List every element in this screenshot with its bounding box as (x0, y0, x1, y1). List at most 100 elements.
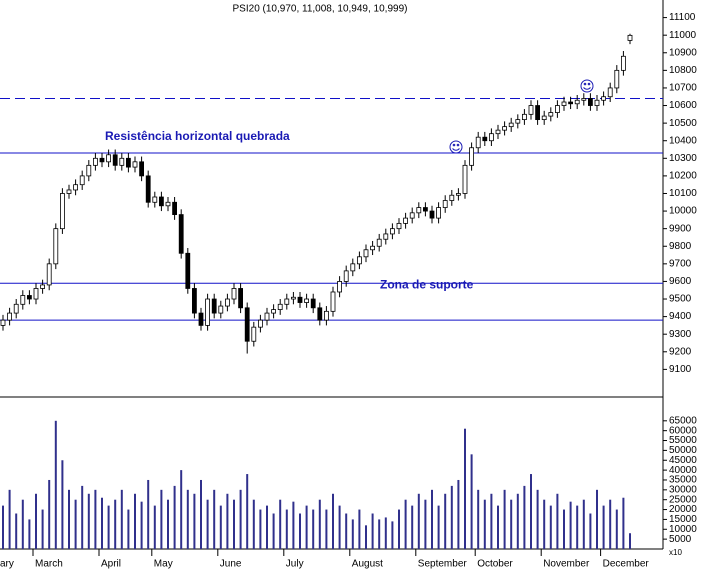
volume-bar (160, 489, 163, 549)
y-tick-label: 10000 (669, 206, 697, 217)
volume-bar (536, 489, 539, 549)
volume-bar (589, 513, 592, 549)
volume-bar (279, 499, 282, 549)
volume-bar (101, 497, 103, 549)
annotation: Resistência horizontal quebrada (105, 129, 290, 143)
y-tick-label: 11000 (669, 30, 697, 41)
candle-body (284, 298, 290, 305)
volume-bar (358, 509, 361, 549)
volume-bar (292, 501, 295, 549)
volume-bar (259, 509, 262, 549)
candle-body (409, 212, 415, 219)
volume-bar (384, 517, 387, 549)
candle-body (20, 295, 26, 305)
volume-bar (497, 505, 499, 549)
candle-body (416, 207, 422, 214)
volume-tick-label: 25000 (669, 494, 697, 505)
candle-body (205, 298, 211, 326)
volume-bar (556, 493, 559, 549)
volume-bar (378, 519, 381, 549)
x-tick-label: May (154, 559, 173, 570)
volume-bar (74, 499, 77, 549)
volume-bar (28, 519, 31, 549)
x-tick-label: June (220, 559, 242, 570)
candle-body (93, 157, 98, 166)
y-tick-label: 9500 (669, 294, 692, 305)
x-tick-label: November (543, 559, 590, 570)
candle-body (323, 310, 329, 321)
volume-bar (193, 493, 196, 549)
volume-bar (2, 505, 4, 549)
volume-bar (417, 493, 420, 549)
volume-bar (563, 509, 565, 549)
volume-bar (81, 485, 84, 549)
candle-body (99, 157, 105, 163)
volume-bar (266, 505, 268, 549)
candle-body (614, 69, 620, 89)
candle-body (389, 228, 395, 235)
candle-body (337, 281, 343, 293)
y-tick-label: 10100 (669, 188, 697, 199)
candle-body (172, 201, 178, 215)
volume-bar (134, 493, 136, 549)
volume-bar (523, 485, 526, 549)
volume-bar (180, 470, 183, 549)
volume-bar (477, 489, 480, 549)
candle-body (370, 245, 376, 251)
volume-bar (206, 499, 209, 549)
x-tick-label: April (101, 559, 121, 570)
candle-body (482, 136, 488, 142)
y-tick-label: 10900 (669, 47, 697, 58)
candle-body (310, 298, 316, 309)
volume-bar (61, 460, 64, 549)
volume-bar (8, 489, 11, 549)
volume-bar (464, 428, 466, 549)
volume-bar (503, 489, 506, 549)
volume-bar (444, 493, 447, 549)
volume-bar (239, 489, 242, 549)
candle-body (422, 207, 428, 212)
volume-bar (246, 474, 249, 549)
candle-body (271, 309, 277, 314)
volume-bar (365, 525, 367, 549)
candle-body (165, 201, 171, 207)
candle-body (581, 98, 587, 101)
y-tick-label: 9200 (669, 346, 692, 357)
volume-bar (114, 499, 117, 549)
candle-body (185, 252, 191, 289)
volume-bar (285, 509, 288, 549)
x-tick-label: ary (0, 559, 14, 570)
annotation: Zona de suporte (380, 277, 474, 291)
volume-bar (411, 505, 414, 549)
candle-body (264, 312, 270, 321)
volume-bar (602, 505, 605, 549)
candle-body (119, 157, 125, 166)
x-tick-label: September (418, 559, 468, 570)
candle-body (462, 164, 468, 194)
volume-bar (41, 509, 44, 549)
candle-body (376, 238, 382, 247)
candle-body (33, 288, 39, 300)
y-tick-label: 9100 (669, 364, 692, 375)
candle-body (541, 115, 547, 121)
volume-bar (431, 489, 433, 549)
candle-body (317, 307, 323, 321)
candle-body (561, 101, 567, 106)
candle-body (106, 154, 111, 163)
volume-tick-label: 50000 (669, 445, 697, 456)
candle-body (86, 164, 92, 177)
y-tick-label: 10400 (669, 135, 697, 146)
volume-tick-label: 40000 (669, 465, 697, 476)
candle-body (330, 291, 336, 312)
volume-bar (233, 499, 235, 549)
volume-bar (490, 493, 493, 549)
volume-bar (21, 499, 24, 549)
candle-body (383, 233, 389, 240)
y-tick-label: 10200 (669, 171, 697, 182)
volume-bar (332, 493, 334, 549)
volume-bar (576, 505, 579, 549)
volume-bar (345, 513, 348, 549)
candle-body (277, 303, 283, 310)
candle-body (535, 105, 540, 121)
